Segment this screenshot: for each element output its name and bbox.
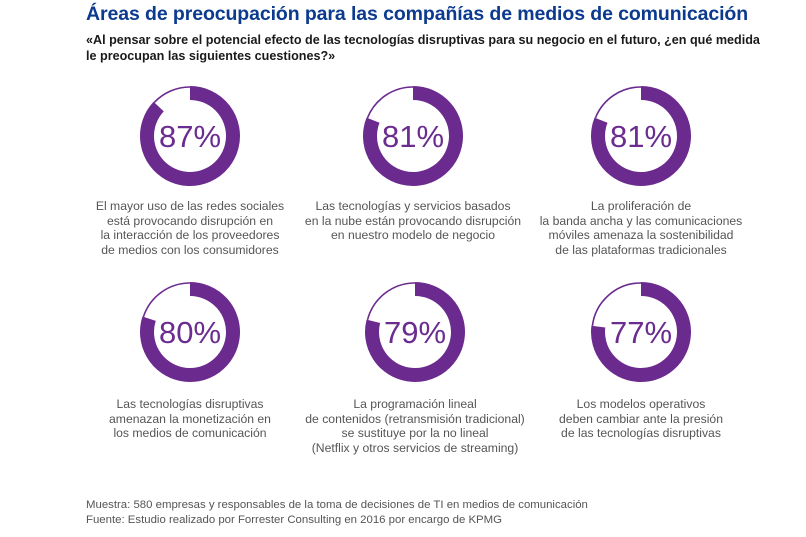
percent-label: 80% bbox=[159, 315, 221, 350]
caption-line: Los modelos operativos bbox=[576, 397, 706, 411]
caption-line: la banda ancha y las comunicaciones bbox=[539, 213, 743, 228]
percent-label: 81% bbox=[610, 119, 672, 154]
caption-line: móviles amenaza la sostenibilidad bbox=[548, 228, 734, 242]
caption-line: de las tecnologías disruptivas bbox=[561, 426, 721, 440]
donut-value-arc bbox=[591, 282, 691, 382]
survey-question-line: le preocupan las siguientes cuestiones?» bbox=[86, 49, 336, 63]
caption-line: El mayor uso de las redes sociales bbox=[95, 199, 285, 213]
donut-value-arc bbox=[365, 282, 465, 382]
caption-line: en nuestro modelo de negocio bbox=[331, 228, 495, 242]
donut-caption: La proliferación de la banda ancha y las … bbox=[521, 199, 761, 257]
survey-question: «Al pensar sobre el potencial efecto de … bbox=[86, 32, 760, 64]
donut-value-arc bbox=[140, 282, 240, 382]
donut-remainder-arc bbox=[366, 282, 416, 321]
donut-4: 80% bbox=[140, 282, 240, 382]
donut-caption: Las tecnologías disruptivas amenazan la m… bbox=[70, 397, 310, 441]
donut-value-arc bbox=[363, 86, 463, 186]
donut-remainder-arc bbox=[142, 282, 191, 318]
sample-note: Muestra: 580 empresas y responsables de … bbox=[86, 499, 588, 511]
footer-notes: Muestra: 580 empresas y responsables de … bbox=[86, 498, 588, 528]
donut-remainder-arc bbox=[153, 86, 191, 104]
donut-value-arc bbox=[591, 86, 691, 186]
survey-question-line: «Al pensar sobre el potencial efecto de … bbox=[86, 33, 760, 47]
donut-value-arc bbox=[140, 86, 240, 186]
source-note: Fuente: Estudio realizado por Forrester … bbox=[86, 514, 502, 526]
caption-line: Las tecnologías disruptivas bbox=[116, 397, 264, 411]
caption-line: amenazan la monetización en bbox=[109, 411, 271, 426]
donut-caption: Las tecnologías y servicios basados en la… bbox=[293, 199, 533, 243]
caption-line: de las plataformas tradicionales bbox=[555, 242, 727, 257]
donut-2: 81% bbox=[363, 86, 463, 186]
donut-remainder-arc bbox=[591, 282, 642, 326]
caption-line: los medios de comunicación bbox=[113, 426, 267, 440]
donut-3: 81% bbox=[591, 86, 691, 186]
donut-remainder-arc bbox=[594, 86, 642, 119]
caption-line: está provocando disrupción en bbox=[107, 213, 273, 228]
caption-line: de medios con los consumidores bbox=[101, 242, 279, 257]
donut-caption: El mayor uso de las redes sociales está p… bbox=[70, 199, 310, 257]
donut-caption: La programación lineal de contenidos (ret… bbox=[295, 397, 535, 455]
percent-label: 77% bbox=[610, 315, 672, 350]
percent-label: 87% bbox=[159, 119, 221, 154]
caption-line: la interacción de los proveedores bbox=[100, 228, 280, 242]
percent-label: 79% bbox=[384, 315, 446, 350]
caption-line: (Netflix y otros servicios de streaming) bbox=[311, 440, 519, 455]
donut-remainder-arc bbox=[366, 86, 414, 119]
caption-line: deben cambiar ante la presión bbox=[559, 411, 723, 426]
caption-line: Las tecnologías y servicios basados bbox=[315, 199, 511, 213]
caption-line: La proliferación de bbox=[590, 199, 692, 213]
caption-line: de contenidos (retransmisión tradicional… bbox=[305, 411, 525, 426]
caption-line: se sustituye por la no lineal bbox=[341, 426, 489, 440]
percent-label: 81% bbox=[382, 119, 444, 154]
caption-line: en la nube están provocando disrupción bbox=[304, 213, 522, 228]
donut-6: 77% bbox=[591, 282, 691, 382]
page-title: Áreas de preocupación para las compañías… bbox=[86, 3, 749, 25]
caption-line: La programación lineal bbox=[353, 397, 477, 411]
donut-5: 79% bbox=[365, 282, 465, 382]
donut-caption: Los modelos operativos deben cambiar ante… bbox=[521, 397, 761, 441]
donut-1: 87% bbox=[140, 86, 240, 186]
